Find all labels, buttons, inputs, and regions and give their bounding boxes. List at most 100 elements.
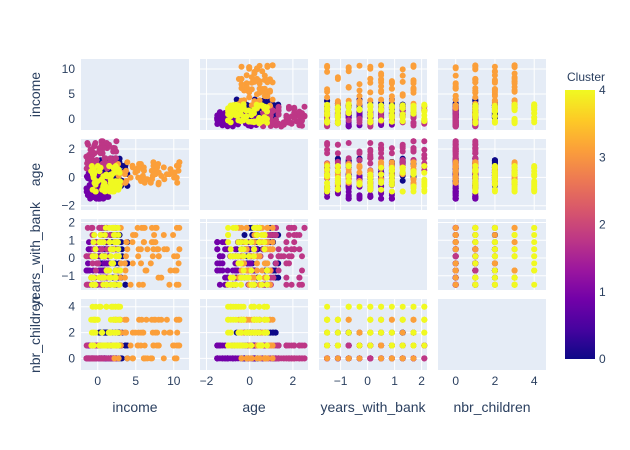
data-point-cluster-4[interactable] <box>113 239 120 246</box>
data-point-cluster-4[interactable] <box>378 180 385 186</box>
data-point-cluster-3[interactable] <box>345 316 352 323</box>
data-point-cluster-3[interactable] <box>367 89 374 96</box>
data-point-cluster-4[interactable] <box>106 163 113 169</box>
data-point-cluster-4[interactable] <box>334 163 341 169</box>
data-point-cluster-4[interactable] <box>421 342 428 349</box>
data-point-cluster-3[interactable] <box>254 66 260 73</box>
data-point-cluster-3[interactable] <box>356 93 363 99</box>
data-point-cluster-4[interactable] <box>472 188 479 195</box>
data-point-cluster-3[interactable] <box>115 355 122 362</box>
data-point-cluster-1[interactable] <box>229 267 236 274</box>
data-point-cluster-4[interactable] <box>410 303 417 310</box>
data-point-cluster-1[interactable] <box>100 195 107 202</box>
data-point-cluster-4[interactable] <box>225 281 232 288</box>
data-point-cluster-4[interactable] <box>113 253 120 260</box>
data-point-cluster-2[interactable] <box>89 224 96 231</box>
data-point-cluster-3[interactable] <box>171 267 178 274</box>
data-point-cluster-3[interactable] <box>127 281 134 288</box>
data-point-cluster-4[interactable] <box>258 281 265 288</box>
data-point-cluster-3[interactable] <box>142 267 149 274</box>
data-point-cluster-4[interactable] <box>248 112 255 119</box>
data-point-cluster-1[interactable] <box>245 260 252 267</box>
data-point-cluster-3[interactable] <box>121 260 128 267</box>
data-point-cluster-2[interactable] <box>410 115 417 121</box>
data-point-cluster-4[interactable] <box>227 329 234 336</box>
data-point-cluster-3[interactable] <box>140 166 147 173</box>
data-point-cluster-2[interactable] <box>92 140 99 146</box>
data-point-cluster-4[interactable] <box>115 185 122 192</box>
data-point-cluster-3[interactable] <box>123 253 129 260</box>
data-point-cluster-4[interactable] <box>324 112 331 119</box>
data-point-cluster-1[interactable] <box>214 355 221 362</box>
data-point-cluster-3[interactable] <box>158 172 165 179</box>
data-point-cluster-4[interactable] <box>256 303 263 310</box>
data-point-cluster-4[interactable] <box>261 114 268 121</box>
data-point-cluster-2[interactable] <box>378 150 385 157</box>
data-point-cluster-4[interactable] <box>472 113 479 120</box>
data-point-cluster-4[interactable] <box>324 188 331 195</box>
data-point-cluster-3[interactable] <box>243 224 250 231</box>
data-point-cluster-3[interactable] <box>175 260 182 267</box>
data-point-cluster-2[interactable] <box>388 145 395 152</box>
data-point-cluster-4[interactable] <box>232 112 239 119</box>
data-point-cluster-4[interactable] <box>261 239 268 246</box>
data-point-cluster-4[interactable] <box>511 246 518 253</box>
data-point-cluster-4[interactable] <box>106 274 113 281</box>
data-point-cluster-4[interactable] <box>491 274 498 281</box>
data-point-cluster-3[interactable] <box>160 232 167 238</box>
data-point-cluster-3[interactable] <box>472 246 479 253</box>
data-point-cluster-2[interactable] <box>275 342 282 349</box>
data-point-cluster-4[interactable] <box>531 164 538 171</box>
data-point-cluster-4[interactable] <box>324 118 331 125</box>
data-point-cluster-3[interactable] <box>511 267 518 274</box>
data-point-cluster-4[interactable] <box>90 274 97 281</box>
data-point-cluster-4[interactable] <box>334 108 341 115</box>
data-point-cluster-4[interactable] <box>531 180 538 186</box>
data-point-cluster-4[interactable] <box>531 239 538 246</box>
data-point-cluster-2[interactable] <box>102 155 109 162</box>
data-point-cluster-2[interactable] <box>296 122 303 129</box>
data-point-cluster-2[interactable] <box>286 253 292 260</box>
data-point-cluster-4[interactable] <box>388 176 395 183</box>
data-point-cluster-2[interactable] <box>334 158 341 165</box>
data-point-cluster-3[interactable] <box>238 63 245 70</box>
data-point-cluster-2[interactable] <box>275 246 282 253</box>
data-point-cluster-2[interactable] <box>472 150 479 157</box>
data-point-cluster-2[interactable] <box>270 120 277 127</box>
data-point-cluster-2[interactable] <box>421 138 428 145</box>
data-point-cluster-3[interactable] <box>259 68 266 75</box>
data-point-cluster-3[interactable] <box>452 92 459 99</box>
data-point-cluster-1[interactable] <box>219 253 226 260</box>
data-point-cluster-3[interactable] <box>378 70 385 77</box>
data-point-cluster-4[interactable] <box>378 186 385 193</box>
data-point-cluster-3[interactable] <box>140 329 147 336</box>
data-point-cluster-3[interactable] <box>138 260 144 267</box>
data-point-cluster-4[interactable] <box>472 239 479 246</box>
data-point-cluster-4[interactable] <box>531 281 538 288</box>
data-point-cluster-2[interactable] <box>452 140 459 146</box>
data-point-cluster-2[interactable] <box>296 281 303 288</box>
data-point-cluster-3[interactable] <box>135 246 142 253</box>
data-point-cluster-2[interactable] <box>291 114 298 121</box>
data-point-cluster-3[interactable] <box>173 174 180 181</box>
data-point-cluster-4[interactable] <box>378 117 385 124</box>
data-point-cluster-4[interactable] <box>89 253 96 260</box>
data-point-cluster-4[interactable] <box>531 267 538 274</box>
data-point-cluster-3[interactable] <box>356 355 363 362</box>
data-point-cluster-4[interactable] <box>90 281 97 288</box>
data-point-cluster-4[interactable] <box>421 101 428 108</box>
data-point-cluster-4[interactable] <box>388 103 395 110</box>
data-point-cluster-3[interactable] <box>491 68 498 75</box>
data-point-cluster-3[interactable] <box>491 98 498 105</box>
data-point-cluster-4[interactable] <box>531 114 538 121</box>
data-point-cluster-2[interactable] <box>421 355 428 362</box>
data-point-cluster-4[interactable] <box>225 105 232 112</box>
data-point-cluster-4[interactable] <box>90 329 97 336</box>
data-point-cluster-3[interactable] <box>511 239 518 246</box>
data-point-cluster-1[interactable] <box>219 355 226 362</box>
data-point-cluster-3[interactable] <box>264 224 271 231</box>
data-point-cluster-4[interactable] <box>107 176 114 183</box>
data-point-cluster-2[interactable] <box>299 110 305 117</box>
data-point-cluster-3[interactable] <box>175 162 182 169</box>
data-point-cluster-3[interactable] <box>356 62 363 69</box>
